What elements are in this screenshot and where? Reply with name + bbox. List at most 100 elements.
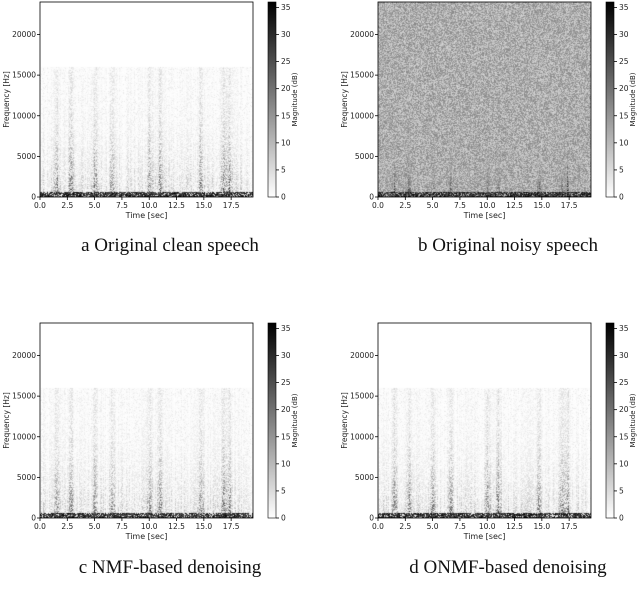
caption-b: b Original noisy speech (418, 235, 598, 256)
colorbar-tick-label: 25 (619, 378, 629, 387)
x-tick-label: 2.5 (399, 201, 411, 210)
colorbar-tick-label: 10 (619, 459, 629, 468)
x-tick-label: 2.5 (61, 522, 73, 531)
spectrogram-image (378, 2, 591, 197)
colorbar-tick-label: 0 (619, 514, 624, 523)
y-tick-label: 5000 (17, 152, 36, 161)
x-tick-label: 17.5 (223, 522, 240, 531)
colorbar-tick-label: 15 (619, 111, 629, 120)
y-tick-label: 15000 (350, 392, 374, 401)
x-axis-label: Time [sec] (125, 532, 168, 541)
x-tick-label: 7.5 (454, 522, 466, 531)
x-tick-label: 2.5 (399, 522, 411, 531)
x-tick-label: 15.0 (533, 522, 550, 531)
x-tick-label: 0.0 (34, 522, 46, 531)
y-tick-label: 10000 (350, 111, 374, 120)
y-tick-label: 0 (369, 514, 374, 523)
x-tick-label: 10.0 (479, 201, 496, 210)
y-tick-label: 10000 (350, 432, 374, 441)
y-axis-label: Frequency [Hz] (2, 392, 11, 449)
x-tick-label: 7.5 (116, 522, 128, 531)
colorbar-tick-label: 10 (619, 138, 629, 147)
x-tick-label: 15.0 (195, 522, 212, 531)
colorbar-tick-label: 10 (281, 138, 291, 147)
x-tick-label: 17.5 (561, 522, 578, 531)
colorbar-tick-label: 15 (281, 111, 291, 120)
x-tick-label: 7.5 (454, 201, 466, 210)
plot-frame (39, 322, 254, 519)
colorbar-tick-label: 30 (619, 30, 629, 39)
x-tick-label: 15.0 (533, 201, 550, 210)
colorbar (267, 1, 277, 198)
colorbar-tick-label: 25 (281, 57, 291, 66)
colorbar-tick-label: 0 (281, 514, 286, 523)
x-tick-label: 10.0 (141, 201, 158, 210)
x-tick-label: 17.5 (223, 201, 240, 210)
colorbar-tick-label: 35 (619, 324, 629, 333)
y-tick-label: 0 (31, 514, 36, 523)
colorbar-tick-label: 25 (281, 378, 291, 387)
y-axis-label: Frequency [Hz] (340, 392, 349, 449)
spectrogram-image (40, 323, 253, 518)
y-tick-label: 20000 (350, 351, 374, 360)
colorbar-tick-label: 0 (281, 193, 286, 202)
spectrogram-image (40, 2, 253, 197)
y-tick-label: 20000 (12, 351, 36, 360)
colorbar-tick-label: 20 (281, 84, 291, 93)
x-tick-label: 17.5 (561, 201, 578, 210)
y-axis-label: Frequency [Hz] (340, 71, 349, 128)
x-axis-label: Time [sec] (463, 211, 506, 220)
spectrogram-chart-c: 0.0 2.5 5.0 7.5 10.0 12.5 15.0 17.5 0 5000 10000 15… (2, 322, 299, 541)
colorbar-tick-label: 25 (619, 57, 629, 66)
colorbar-tick-label: 30 (619, 351, 629, 360)
y-tick-label: 5000 (17, 473, 36, 482)
colorbar-tick-label: 5 (281, 486, 286, 495)
x-tick-label: 7.5 (116, 201, 128, 210)
x-axis-label: Time [sec] (463, 532, 506, 541)
x-axis-label: Time [sec] (125, 211, 168, 220)
spectrogram-chart-b: 0.0 2.5 5.0 7.5 10.0 12.5 15.0 17.5 0 5000 10000 15… (340, 1, 637, 220)
x-tick-label: 12.5 (506, 522, 523, 531)
caption-d: d ONMF-based denoising (409, 557, 607, 578)
colorbar-tick-label: 15 (619, 432, 629, 441)
colorbar-tick-label: 35 (281, 3, 291, 12)
colorbar-tick-label: 0 (619, 193, 624, 202)
colorbar-tick-label: 5 (619, 165, 624, 174)
colorbar-tick-label: 35 (281, 324, 291, 333)
colorbar-tick-label: 20 (619, 84, 629, 93)
x-tick-label: 10.0 (141, 522, 158, 531)
y-tick-label: 0 (369, 193, 374, 202)
colorbar (267, 322, 277, 519)
caption-a: a Original clean speech (81, 235, 259, 256)
plot-frame (377, 322, 592, 519)
colorbar-tick-label: 10 (281, 459, 291, 468)
plot-frame (39, 1, 254, 198)
colorbar-tick-label: 15 (281, 432, 291, 441)
y-tick-label: 15000 (12, 392, 36, 401)
colorbar-tick-label: 30 (281, 351, 291, 360)
colorbar-tick-label: 20 (281, 405, 291, 414)
colorbar-label: Magnitude (dB) (291, 393, 299, 447)
y-tick-label: 10000 (12, 432, 36, 441)
x-tick-label: 5.0 (89, 201, 101, 210)
y-tick-label: 5000 (355, 473, 374, 482)
colorbar (605, 322, 615, 519)
plot-frame (377, 1, 592, 198)
caption-c: c NMF-based denoising (78, 557, 262, 578)
y-tick-label: 20000 (12, 30, 36, 39)
colorbar-tick-label: 35 (619, 3, 629, 12)
colorbar-label: Magnitude (dB) (629, 72, 637, 126)
x-tick-label: 0.0 (372, 522, 384, 531)
x-tick-label: 0.0 (34, 201, 46, 210)
x-tick-label: 0.0 (372, 201, 384, 210)
y-tick-label: 5000 (355, 152, 374, 161)
spectrogram-chart-a: 0.0 2.5 5.0 7.5 10.0 12.5 15.0 17.5 0 5000 10000 15… (2, 1, 299, 220)
x-tick-label: 5.0 (427, 522, 439, 531)
x-tick-label: 10.0 (479, 522, 496, 531)
x-tick-label: 12.5 (168, 522, 185, 531)
y-axis-label: Frequency [Hz] (2, 71, 11, 128)
y-tick-label: 0 (31, 193, 36, 202)
y-tick-label: 15000 (350, 71, 374, 80)
x-tick-label: 5.0 (89, 522, 101, 531)
x-tick-label: 5.0 (427, 201, 439, 210)
